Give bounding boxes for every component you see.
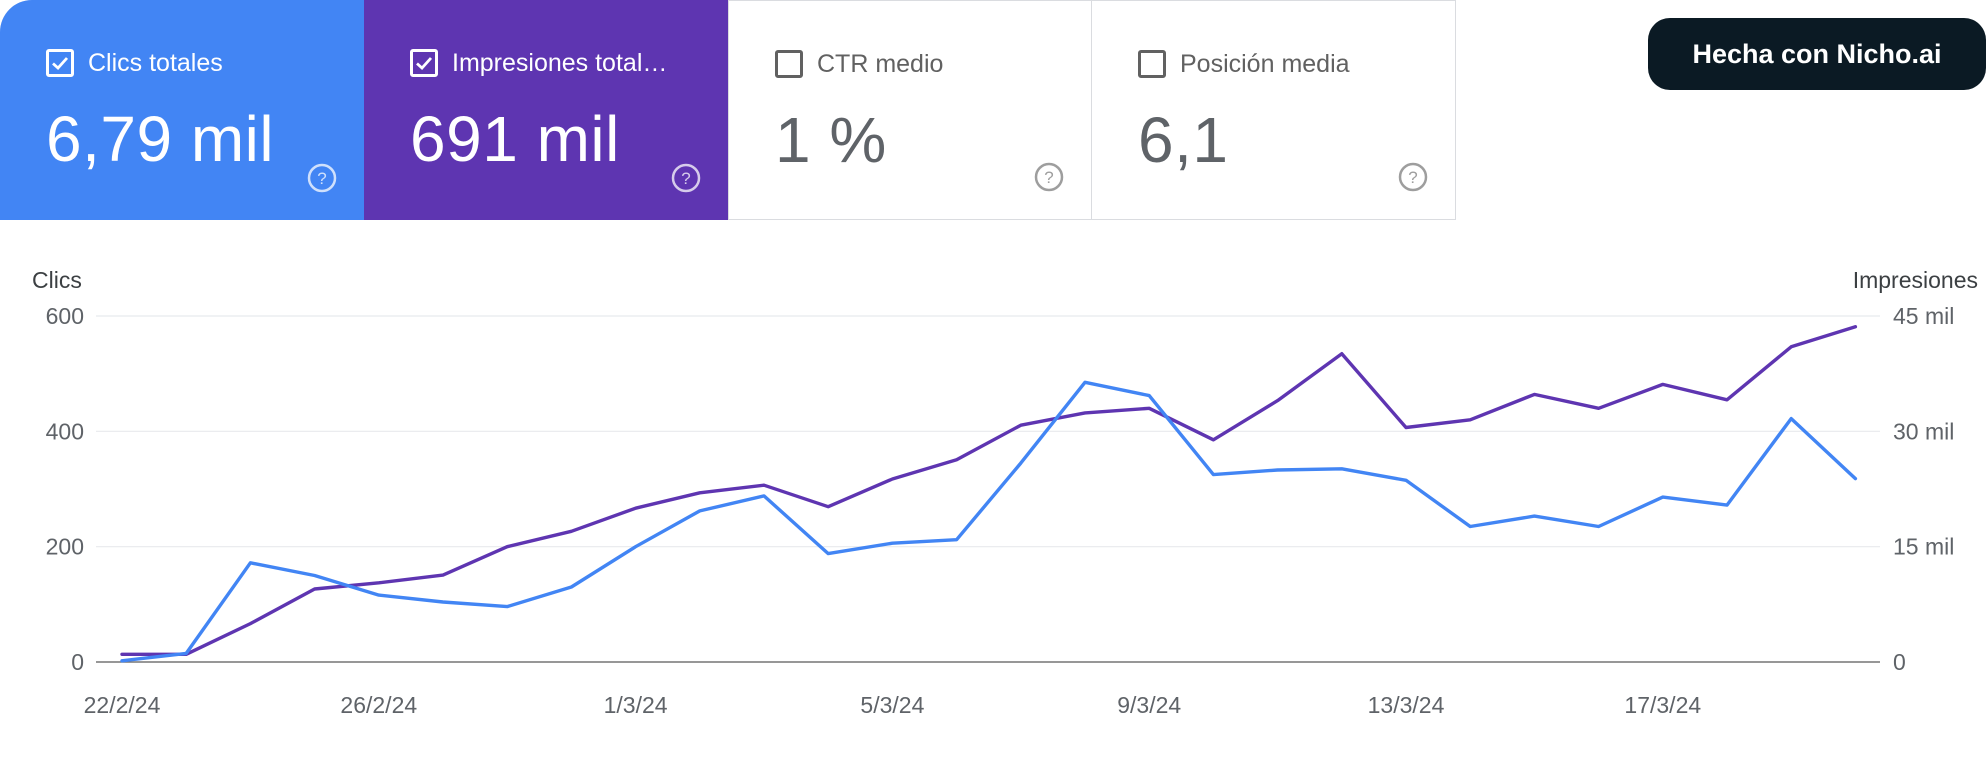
x-tick-label: 17/3/24 [1624,692,1701,718]
card-ctr[interactable]: CTR medio 1 % ? [728,0,1092,220]
x-tick-label: 26/2/24 [340,692,417,718]
help-icon[interactable]: ? [670,162,702,194]
y-left-tick-label: 400 [46,418,84,444]
y-left-tick-label: 200 [46,534,84,560]
card-value: 691 mil [410,103,620,175]
x-tick-label: 9/3/24 [1117,692,1181,718]
checkbox-unchecked-icon[interactable] [775,50,803,78]
x-tick-label: 22/2/24 [84,692,161,718]
performance-chart: 0 0 200 15 mil 400 30 mil 600 45 mil Clics Impres… [32,267,1978,718]
card-label: Posición media [1180,49,1350,78]
y-right-tick-label: 30 mil [1893,418,1954,444]
y-left-tick-label: 600 [46,303,84,329]
made-with-badge[interactable]: Hecha con Nicho.ai [1648,18,1986,90]
y-right-axis-title: Impresiones [1853,267,1978,293]
y-left-axis-title: Clics [32,267,82,293]
card-label: Clics totales [88,48,223,77]
help-icon[interactable]: ? [306,162,338,194]
x-tick-label: 1/3/24 [604,692,668,718]
card-impressions[interactable]: Impresiones total… 691 mil ? [364,0,728,220]
card-value: 6,1 [1138,104,1229,176]
svg-text:?: ? [1044,168,1053,187]
series-line-clicks [120,380,1858,663]
checkbox-checked-icon[interactable] [46,49,74,77]
help-icon[interactable]: ? [1397,161,1429,193]
svg-text:?: ? [681,169,690,188]
y-left-tick-label: 0 [71,649,84,675]
card-label: Impresiones total… [452,48,668,77]
chart-series [120,325,1858,663]
card-value: 6,79 mil [46,103,275,175]
card-value: 1 % [775,104,887,176]
svg-text:?: ? [317,169,326,188]
checkbox-unchecked-icon[interactable] [1138,50,1166,78]
y-right-tick-label: 0 [1893,649,1906,675]
y-right-tick-label: 15 mil [1893,534,1954,560]
checkbox-checked-icon[interactable] [410,49,438,77]
card-label: CTR medio [817,49,944,78]
series-line-impressions [120,325,1858,656]
x-tick-label: 13/3/24 [1368,692,1445,718]
x-tick-label: 5/3/24 [860,692,924,718]
card-position[interactable]: Posición media 6,1 ? [1092,0,1456,220]
chart-grid [96,315,1880,663]
help-icon[interactable]: ? [1033,161,1065,193]
y-right-tick-label: 45 mil [1893,303,1954,329]
chart-axes: 0 0 200 15 mil 400 30 mil 600 45 mil Clics Impres… [32,267,1978,718]
svg-text:?: ? [1408,168,1417,187]
metric-cards: Clics totales 6,79 mil ? Impresiones tot… [0,0,1456,220]
card-clicks[interactable]: Clics totales 6,79 mil ? [0,0,364,220]
